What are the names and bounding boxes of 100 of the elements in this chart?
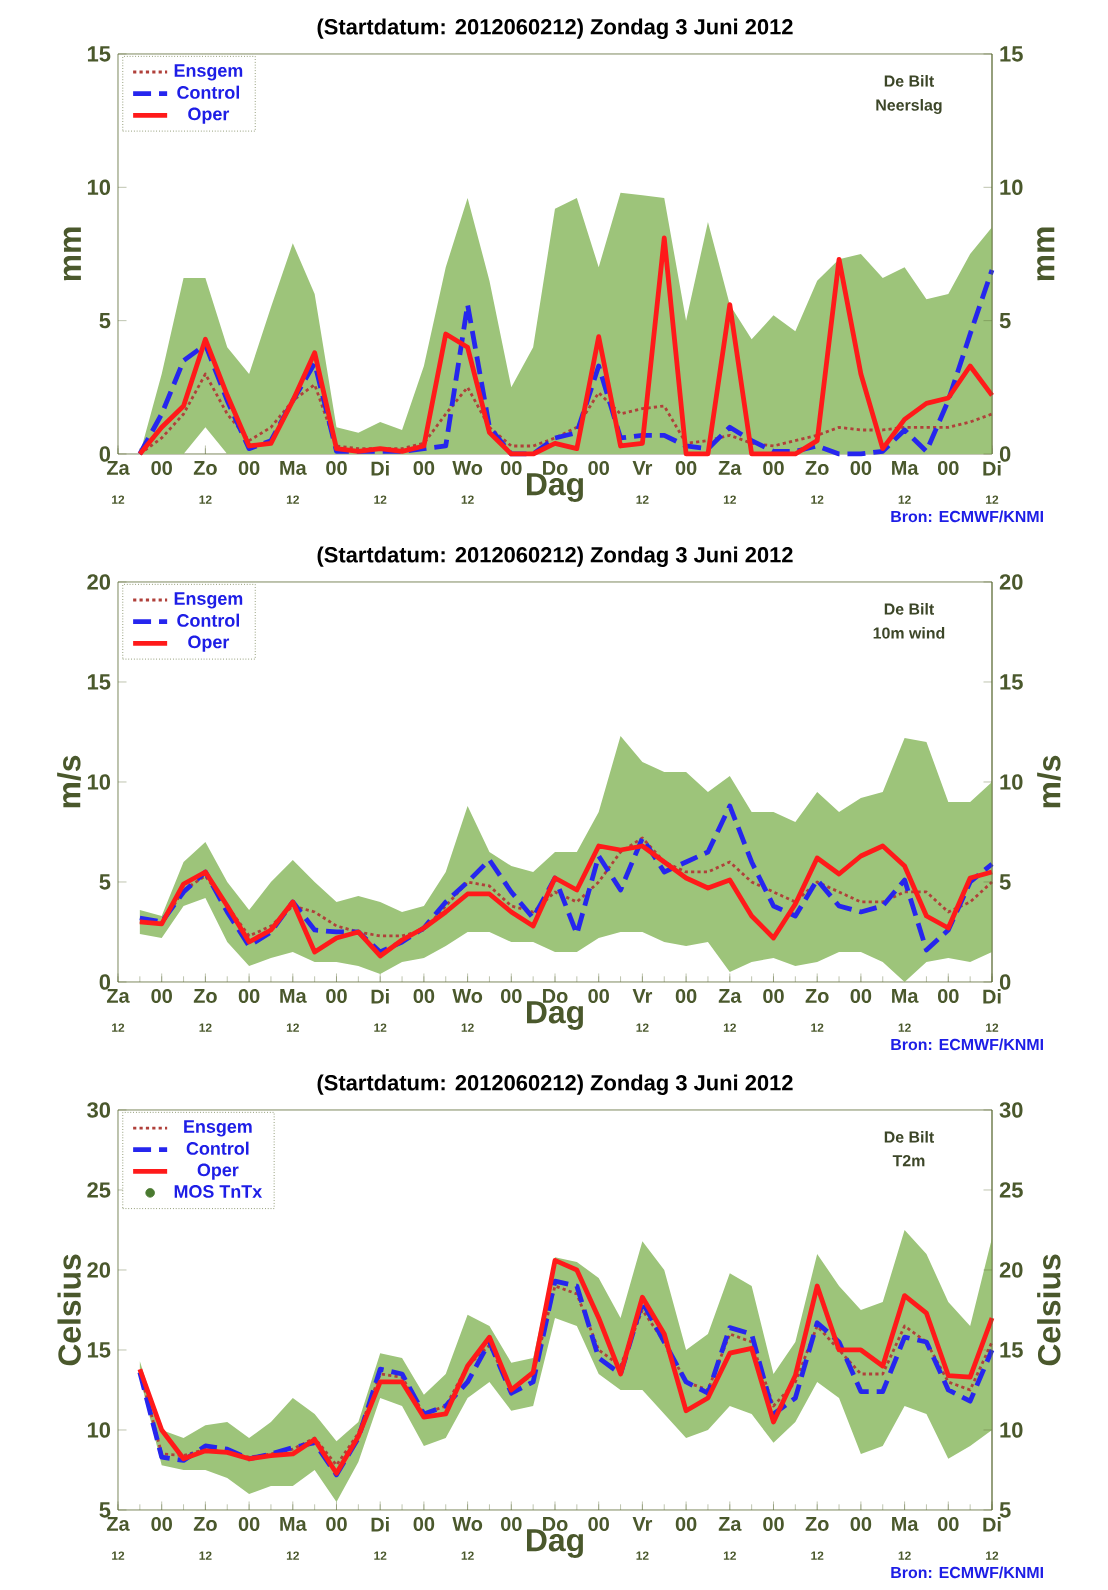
- y-tick-label: 15: [87, 1342, 111, 1358]
- x-tick-label: Ma: [280, 461, 307, 475]
- legend-label: Ensgem: [174, 64, 243, 81]
- y2-tick-label: 15: [1000, 1342, 1023, 1358]
- x-tick-label: Do: [543, 461, 568, 475]
- x-axis-title: Dag: [527, 1001, 583, 1030]
- y2-tick-label: 15: [1000, 46, 1023, 62]
- y-axis-title: Celsius: [57, 1254, 81, 1366]
- x-tick-label: 00: [238, 1517, 260, 1532]
- x-tick-label: Di: [371, 1517, 389, 1532]
- x-tick-label: 00: [151, 989, 172, 1004]
- y-tick-label: 10: [87, 179, 111, 196]
- y-tick-label: 5: [99, 874, 111, 890]
- x-tick-label: 00: [238, 989, 260, 1004]
- x-tick-label: Ma: [892, 1517, 919, 1531]
- y-tick-label: 30: [87, 1102, 111, 1118]
- y2-axis-title: Celsius: [1037, 1254, 1061, 1366]
- line-series: [137, 843, 995, 959]
- x-tick-label: 00: [850, 989, 872, 1004]
- y-tick-label: 0: [99, 974, 111, 990]
- x-tick-label: Do: [543, 989, 568, 1003]
- y2-tick-label: 5: [999, 874, 1011, 890]
- y2-tick-label: 5: [999, 313, 1011, 329]
- x-tick-label: 00: [326, 461, 347, 476]
- x-tick-label: Di: [983, 1517, 1001, 1532]
- x-tick-label: 00: [501, 1517, 522, 1532]
- x-tick-label: 00: [501, 989, 522, 1004]
- x-tick-label: Za: [718, 461, 742, 475]
- x-tick-label: Wo: [452, 1517, 483, 1531]
- y2-axis-title: mm: [1037, 227, 1055, 281]
- x-tick-label: Zo: [805, 461, 829, 475]
- y-tick-label: 5: [99, 313, 111, 329]
- y2-tick-label: 10: [1000, 774, 1023, 790]
- x-tick-label: 00: [151, 1517, 172, 1532]
- x-tick-label: Do: [543, 1517, 568, 1531]
- y2-tick-label: 30: [999, 1102, 1023, 1118]
- x-tick-label: 00: [501, 461, 522, 476]
- x-tick-label: Vr: [632, 1517, 653, 1531]
- x-tick-label: 00: [937, 461, 959, 476]
- x-tick-label: Ma: [280, 989, 307, 1003]
- x-tick-label: 00: [413, 989, 435, 1004]
- x-tick-label: 00: [850, 461, 872, 476]
- x-tick-label: 00: [763, 461, 784, 476]
- legend-label: Control: [177, 85, 240, 99]
- x-tick-label: 00: [588, 989, 609, 1004]
- y-tick-label: 25: [87, 1182, 111, 1198]
- line-series: [137, 803, 995, 955]
- y2-tick-label: 0: [999, 974, 1011, 990]
- x-tick-label: 00: [850, 1517, 872, 1532]
- x-tick-label: Za: [106, 989, 130, 1003]
- x-axis-title: Dag: [527, 1529, 583, 1558]
- legend-label: MOS TnTx: [174, 1185, 263, 1198]
- y-tick-label: 10: [87, 774, 111, 790]
- legend-label: Oper: [188, 635, 230, 652]
- x-tick-label: Vr: [632, 989, 653, 1003]
- x-tick-label: Vr: [632, 461, 653, 475]
- y-tick-label: 10: [87, 1422, 111, 1438]
- x-tick-label: Ma: [280, 1517, 307, 1531]
- x-tick-label: Di: [371, 461, 389, 476]
- chart-title: (Startdatum: 2012060212) Zondag 3 Juni 2012: [317, 546, 793, 567]
- chart-title: (Startdatum: 2012060212) Zondag 3 Juni 2012: [317, 1074, 793, 1095]
- x-tick-label: Za: [718, 989, 742, 1003]
- y-axis-title: m/s: [57, 755, 81, 808]
- x-tick-label: Za: [718, 1517, 742, 1531]
- x-axis-title: Dag: [527, 473, 583, 502]
- y2-tick-label: 20: [999, 1262, 1023, 1278]
- x-tick-label: 00: [675, 461, 697, 476]
- x-tick-label: 00: [326, 1517, 347, 1532]
- x-tick-label: 00: [763, 1517, 784, 1532]
- y2-tick-label: 0: [999, 446, 1011, 462]
- x-tick-label: Zo: [805, 1517, 829, 1531]
- x-tick-label: 00: [763, 989, 784, 1004]
- y2-axis-title: m/s: [1037, 755, 1061, 808]
- x-tick-label: 00: [238, 461, 260, 476]
- x-tick-label: Ma: [892, 461, 919, 475]
- x-tick-label: 00: [675, 1517, 697, 1532]
- y2-tick-label: 10: [1000, 1422, 1023, 1438]
- legend-label: Ensgem: [184, 1120, 252, 1137]
- y-tick-label: 5: [99, 1502, 111, 1518]
- x-tick-label: Za: [106, 461, 130, 475]
- x-tick-label: Zo: [805, 989, 829, 1003]
- legend-label: Control: [186, 1141, 249, 1155]
- x-tick-label: 00: [938, 989, 959, 1004]
- x-tick-label: Wo: [452, 461, 483, 475]
- x-tick-label: Zo: [193, 989, 217, 1003]
- x-tick-label: Za: [106, 1517, 130, 1531]
- legend-label: Control: [177, 613, 240, 627]
- y2-tick-label: 10: [1000, 179, 1023, 196]
- y2-tick-label: 5: [999, 1502, 1011, 1518]
- x-tick-label: 00: [151, 461, 172, 476]
- x-tick-label: Di: [983, 989, 1001, 1004]
- legend-label: Oper: [188, 107, 230, 124]
- y-axis-title: mm: [63, 227, 81, 281]
- chart-title: (Startdatum: 2012060212) Zondag 3 Juni 2012: [317, 18, 793, 39]
- x-tick-label: 00: [326, 989, 347, 1004]
- x-tick-label: 00: [588, 1517, 609, 1532]
- x-tick-label: 00: [413, 1517, 435, 1532]
- x-tick-label: 00: [413, 461, 435, 476]
- x-tick-label: 00: [588, 461, 609, 476]
- x-tick-label: 00: [675, 989, 697, 1004]
